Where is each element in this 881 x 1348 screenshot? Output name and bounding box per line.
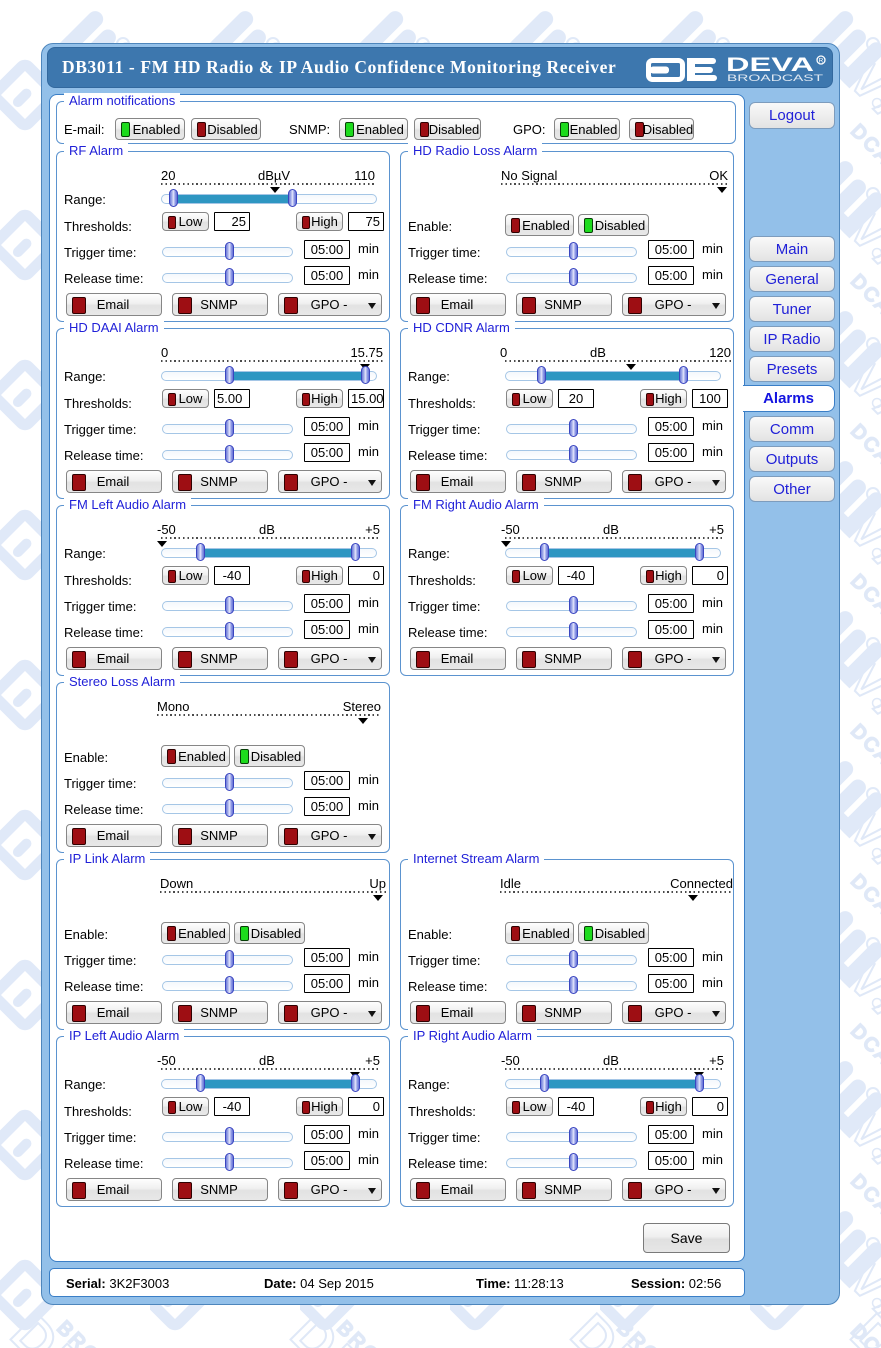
svg-text:BROADCAST: BROADCAST: [727, 73, 823, 84]
svg-text:DEVA: DEVA: [726, 55, 814, 76]
svg-text:R: R: [819, 58, 824, 65]
